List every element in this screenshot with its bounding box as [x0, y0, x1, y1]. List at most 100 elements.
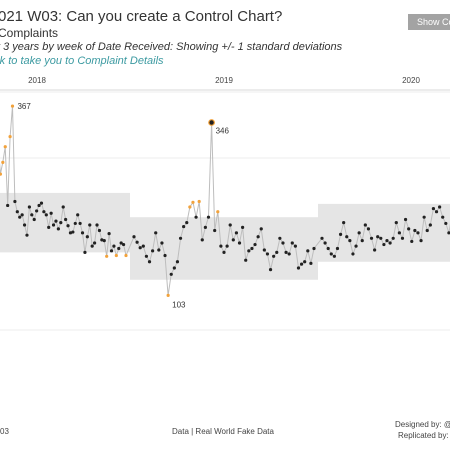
- data-point[interactable]: [25, 233, 29, 237]
- data-point[interactable]: [345, 235, 349, 239]
- data-point[interactable]: [400, 236, 405, 240]
- data-point[interactable]: [431, 206, 436, 211]
- data-point[interactable]: [141, 244, 145, 248]
- data-point[interactable]: [422, 215, 426, 219]
- data-point[interactable]: [407, 227, 411, 231]
- data-point[interactable]: [247, 249, 251, 253]
- data-point[interactable]: [281, 241, 285, 245]
- data-point[interactable]: [360, 239, 364, 243]
- data-point[interactable]: [47, 225, 51, 229]
- data-point[interactable]: [100, 238, 104, 242]
- data-point[interactable]: [185, 221, 189, 225]
- data-point[interactable]: [78, 221, 82, 226]
- data-point[interactable]: [112, 244, 116, 248]
- data-point-outside[interactable]: [188, 205, 192, 209]
- data-point[interactable]: [438, 205, 442, 209]
- data-point[interactable]: [151, 249, 155, 253]
- data-point[interactable]: [306, 249, 310, 253]
- data-point[interactable]: [42, 210, 46, 214]
- data-point[interactable]: [194, 215, 198, 219]
- data-point[interactable]: [428, 223, 432, 227]
- data-point[interactable]: [20, 213, 24, 217]
- data-point[interactable]: [175, 260, 180, 264]
- data-point[interactable]: [119, 241, 123, 245]
- data-point[interactable]: [416, 231, 420, 235]
- data-point[interactable]: [272, 254, 276, 258]
- data-point[interactable]: [262, 248, 266, 252]
- data-point[interactable]: [222, 250, 226, 254]
- data-point[interactable]: [299, 262, 304, 266]
- data-point[interactable]: [348, 239, 352, 243]
- data-point[interactable]: [376, 235, 380, 239]
- data-point[interactable]: [90, 244, 94, 248]
- data-point[interactable]: [225, 244, 229, 248]
- data-point[interactable]: [329, 252, 333, 256]
- data-point[interactable]: [394, 221, 398, 225]
- data-point[interactable]: [6, 203, 10, 208]
- data-point[interactable]: [13, 199, 17, 204]
- data-point[interactable]: [419, 239, 423, 243]
- data-point[interactable]: [357, 231, 361, 235]
- data-point[interactable]: [39, 201, 44, 205]
- data-point[interactable]: [323, 241, 327, 245]
- data-point[interactable]: [135, 240, 139, 244]
- footer-replicated-by[interactable]: Replicated by:: [398, 431, 449, 440]
- data-point[interactable]: [403, 217, 408, 222]
- data-point-outside[interactable]: [124, 253, 128, 258]
- data-point[interactable]: [241, 225, 245, 229]
- data-point[interactable]: [326, 246, 330, 251]
- data-point[interactable]: [121, 242, 126, 247]
- data-point[interactable]: [200, 238, 204, 242]
- data-point[interactable]: [303, 260, 307, 264]
- data-point[interactable]: [231, 238, 235, 242]
- data-point[interactable]: [444, 221, 448, 226]
- data-point-outside[interactable]: [216, 210, 220, 214]
- data-point[interactable]: [95, 223, 99, 227]
- data-point[interactable]: [342, 221, 346, 225]
- data-point[interactable]: [351, 252, 355, 256]
- data-point[interactable]: [219, 244, 223, 248]
- data-point[interactable]: [154, 231, 158, 235]
- data-point[interactable]: [107, 232, 111, 236]
- data-point[interactable]: [83, 250, 87, 254]
- data-point[interactable]: [64, 217, 68, 222]
- data-point[interactable]: [410, 239, 414, 244]
- data-point[interactable]: [397, 231, 401, 235]
- data-point[interactable]: [388, 241, 392, 245]
- data-point[interactable]: [332, 254, 336, 258]
- data-point[interactable]: [163, 253, 167, 258]
- data-point-outside[interactable]: [8, 134, 12, 139]
- highlighted-point[interactable]: [208, 119, 215, 126]
- data-point[interactable]: [309, 261, 313, 265]
- data-point[interactable]: [366, 227, 371, 231]
- footer-designed-by[interactable]: Designed by: @: [395, 420, 450, 429]
- data-point[interactable]: [275, 250, 279, 254]
- data-point[interactable]: [296, 266, 301, 270]
- data-point[interactable]: [338, 232, 343, 236]
- complaint-details-link[interactable]: rk to take you to Complaint Details: [0, 55, 164, 67]
- data-point[interactable]: [178, 236, 183, 240]
- data-point[interactable]: [253, 242, 257, 247]
- data-point-outside[interactable]: [105, 254, 109, 258]
- data-point[interactable]: [256, 235, 260, 239]
- data-point[interactable]: [109, 249, 114, 253]
- data-point[interactable]: [265, 252, 270, 256]
- data-point[interactable]: [15, 210, 19, 214]
- data-point[interactable]: [88, 223, 92, 227]
- data-point[interactable]: [382, 242, 386, 247]
- data-point[interactable]: [434, 210, 439, 214]
- data-point[interactable]: [244, 258, 248, 262]
- data-point[interactable]: [37, 203, 41, 208]
- data-point[interactable]: [335, 246, 340, 251]
- data-point[interactable]: [85, 235, 89, 239]
- data-point[interactable]: [425, 228, 429, 233]
- data-point[interactable]: [102, 239, 106, 243]
- data-point[interactable]: [160, 241, 164, 245]
- data-point-outside[interactable]: [191, 200, 195, 204]
- data-point-outside[interactable]: [3, 145, 7, 149]
- data-point[interactable]: [132, 235, 136, 239]
- data-point-outside[interactable]: [1, 160, 5, 165]
- data-point[interactable]: [22, 223, 27, 227]
- data-point[interactable]: [312, 246, 316, 251]
- data-point[interactable]: [138, 246, 142, 250]
